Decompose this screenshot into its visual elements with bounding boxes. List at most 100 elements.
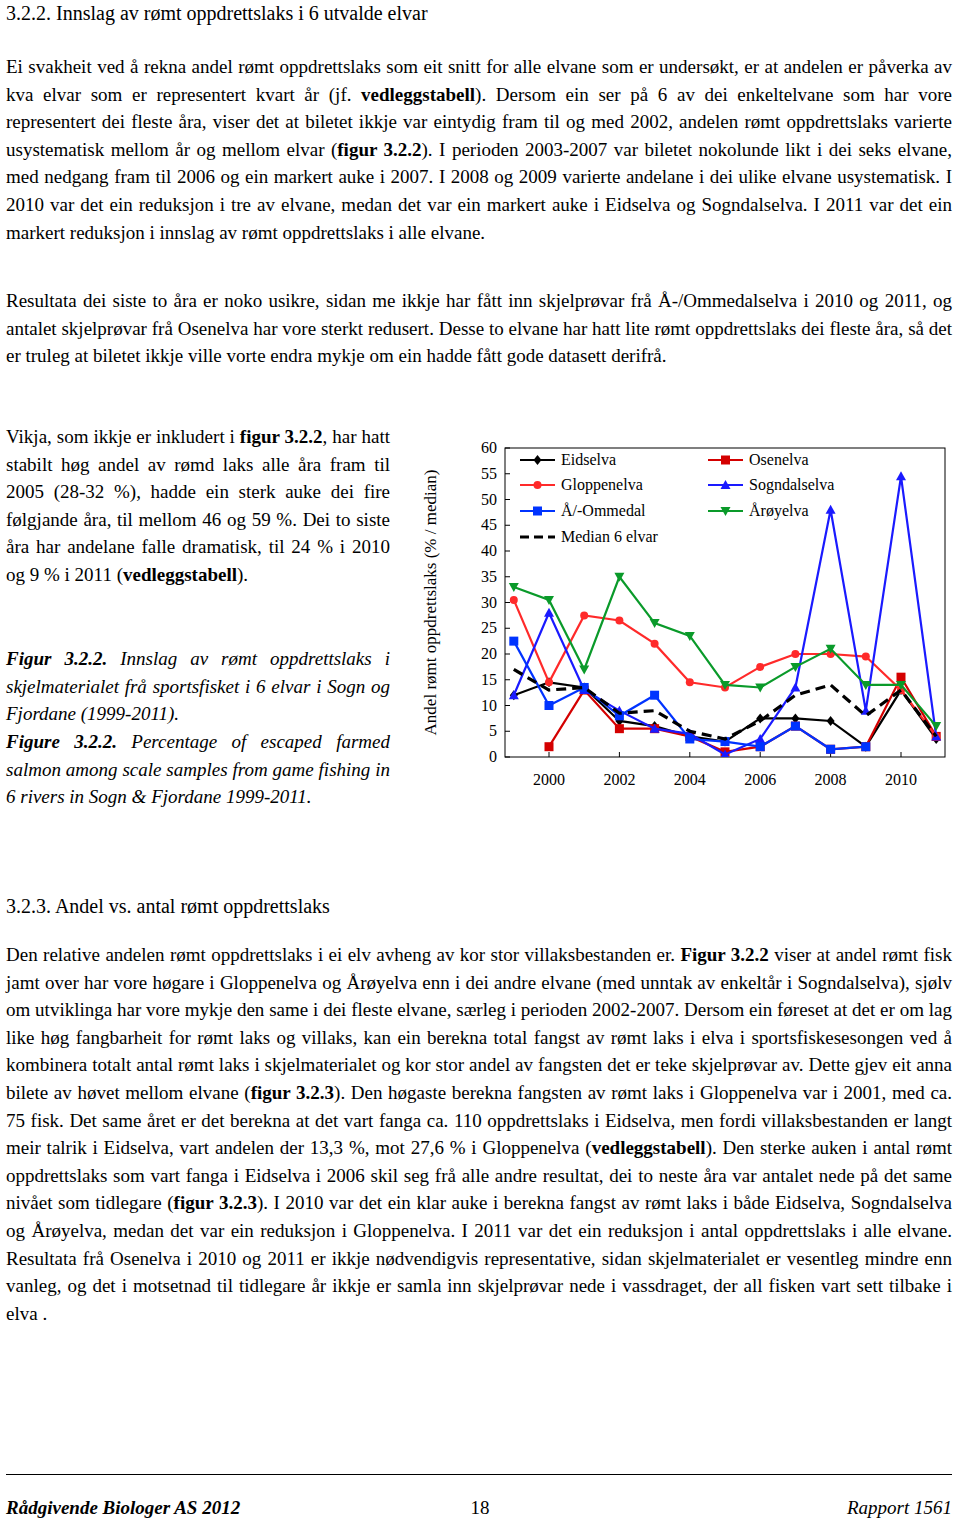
chart: 0510152025303540455055602000200220042006… (400, 430, 960, 810)
bold-run: vedleggstabell (123, 564, 237, 585)
y-tick-label: 25 (481, 619, 497, 636)
bold-run: figur 3.2.3 (251, 1082, 334, 1103)
bold-run: Figur 3.2.2 (680, 944, 768, 965)
bold-run: figur 3.2.2 (337, 139, 421, 160)
bold-run: Figur 3.2.2. (6, 648, 107, 669)
data-point (861, 681, 871, 690)
y-tick-label: 45 (481, 516, 497, 533)
y-tick-label: 5 (489, 722, 497, 739)
y-tick-label: 60 (481, 439, 497, 456)
data-point (790, 682, 800, 691)
legend-label: Median 6 elvar (561, 528, 659, 545)
y-tick (505, 602, 510, 603)
y-tick (505, 551, 510, 552)
data-point (790, 663, 800, 672)
data-point (650, 619, 660, 628)
data-point (862, 653, 870, 661)
plot-data (509, 471, 941, 757)
series-line (514, 577, 936, 726)
data-point (509, 637, 518, 646)
x-tick-label: 2000 (533, 771, 565, 788)
data-point (510, 690, 518, 700)
y-tick-label: 35 (481, 568, 497, 585)
series-line (549, 677, 936, 752)
legend-label: Sogndalselva (749, 476, 834, 494)
data-point (685, 734, 694, 743)
x-tick (549, 752, 550, 757)
x-tick (901, 752, 902, 757)
caption-english: Figure 3.2.2. Percentage of escaped farm… (6, 728, 390, 811)
series-line (514, 669, 936, 739)
y-tick (505, 448, 510, 449)
data-point (897, 673, 906, 682)
data-point (509, 690, 519, 699)
data-point (862, 742, 870, 752)
text-run: viser at andel rømt fisk jamt over har v… (6, 944, 952, 1103)
y-tick-label: 10 (481, 697, 497, 714)
data-point (720, 749, 730, 757)
y-tick-label: 30 (481, 594, 497, 611)
y-tick-label: 15 (481, 671, 497, 688)
data-point (686, 678, 694, 686)
y-tick (505, 731, 510, 732)
y-tick-label: 40 (481, 542, 497, 559)
bold-run: vedleggstabell (592, 1137, 706, 1158)
y-tick-label: 55 (481, 465, 497, 482)
legend-marker (533, 507, 542, 516)
data-point (579, 665, 589, 674)
y-tick-label: 0 (489, 748, 497, 765)
y-tick-label: 20 (481, 645, 497, 662)
bold-run: figur 3.2.3 (174, 1192, 257, 1213)
data-point (896, 471, 906, 480)
bold-run: vedleggstabell (361, 84, 475, 105)
caption: Figur 3.2.2. Innslag av rømt oppdrettsla… (6, 645, 390, 728)
paragraph: Den relative andelen rømt oppdrettslaks … (6, 941, 952, 1327)
data-point (756, 742, 765, 751)
data-point (896, 681, 906, 690)
data-point (545, 678, 553, 686)
heading: 3.2.3. Andel vs. antal rømt oppdrettslak… (6, 893, 956, 919)
paragraph: Resultata dei siste to åra er noko usikr… (6, 287, 952, 370)
data-point (580, 611, 588, 619)
x-tick-label: 2008 (815, 771, 847, 788)
text-run: Resultata dei siste to åra er noko usikr… (6, 290, 952, 366)
data-point (650, 724, 660, 733)
data-point (791, 650, 799, 658)
data-point (756, 742, 765, 751)
data-point (826, 645, 836, 654)
data-point (544, 596, 554, 605)
data-point (826, 745, 835, 754)
y-tick (505, 473, 510, 474)
bold-run: Figure 3.2.2. (6, 731, 117, 752)
legend-label: Å/-Ommedal (561, 502, 646, 519)
data-point (685, 632, 695, 641)
legend-label: Årøyelva (749, 502, 809, 520)
legend-marker (721, 456, 730, 465)
data-point (755, 734, 765, 743)
data-point (509, 583, 519, 592)
x-tick-label: 2002 (603, 771, 635, 788)
x-tick (619, 752, 620, 757)
x-tick-label: 2006 (744, 771, 776, 788)
y-tick (505, 628, 510, 629)
footer-right: Rapport 1561 (847, 1497, 952, 1519)
text-run: , har hatt stabilt høg andel av rømd lak… (6, 426, 390, 585)
paragraph: Ei svakheit ved å rekna andel rømt oppdr… (6, 53, 952, 246)
x-tick (760, 752, 761, 757)
y-tick (505, 679, 510, 680)
legend-label: Eidselva (561, 451, 616, 468)
footer-rule (6, 1474, 952, 1475)
x-tick-label: 2010 (885, 771, 917, 788)
y-tick-label: 50 (481, 491, 497, 508)
data-point (791, 722, 800, 731)
y-axis-title: Andel rømt oppdrettslaks (% / median) (421, 470, 440, 736)
y-tick (505, 654, 510, 655)
legend-label: Osenelva (749, 451, 809, 468)
data-point (650, 691, 659, 700)
bold-run: figur 3.2.2 (240, 426, 323, 447)
legend-label: Gloppenelva (561, 476, 643, 494)
x-tick (689, 752, 690, 757)
data-point (545, 742, 554, 751)
legend-marker (721, 480, 731, 489)
y-tick (505, 499, 510, 500)
